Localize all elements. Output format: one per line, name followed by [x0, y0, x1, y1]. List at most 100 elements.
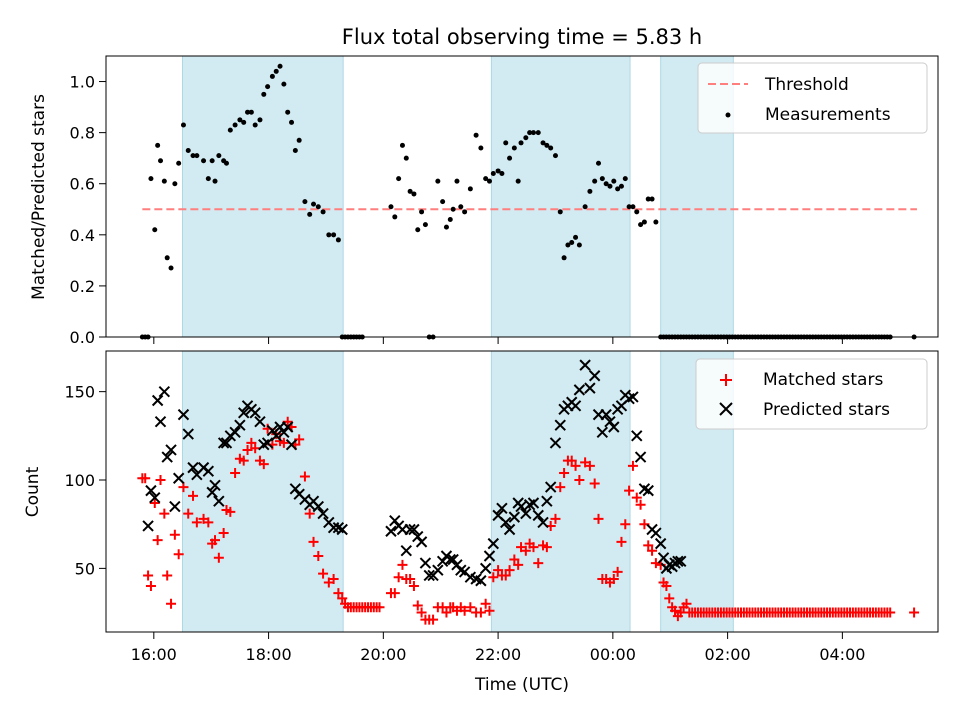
bottom-legend: Matched stars Predicted stars: [695, 358, 928, 430]
measurement-point: [161, 178, 167, 184]
matched-star-point: [328, 573, 339, 584]
measurement-point: [190, 153, 196, 159]
matched-star-point: [225, 506, 236, 517]
matched-star-point: [304, 508, 315, 519]
measurement-point: [180, 122, 186, 128]
matched-star-point: [555, 482, 566, 493]
predicted-star-point: [672, 555, 684, 568]
matched-star-point: [299, 471, 310, 482]
matched-star-point: [647, 545, 658, 556]
predicted-star-point: [584, 382, 596, 394]
measurement-point: [407, 188, 413, 194]
matched-star-point: [308, 536, 319, 547]
matched-star-point: [405, 573, 416, 584]
measurement-point: [419, 209, 425, 215]
matched-star-point: [484, 605, 495, 616]
bottom-axes-frame: [105, 350, 939, 633]
measurement-point: [227, 127, 233, 133]
predicted-star-point: [496, 502, 508, 514]
measurement-point: [422, 222, 428, 228]
predicted-star-point: [634, 451, 647, 463]
measurement-point: [292, 148, 298, 154]
predicted-star-point: [278, 426, 290, 439]
measurement-point: [507, 155, 513, 161]
matched-star-point: [250, 443, 261, 454]
matched-star-point: [643, 540, 654, 551]
top-panel: 0.0 0.2 0.4 0.6 0.8 1.0 Matched/Predicted sta…: [29, 55, 939, 347]
measurement-point: [611, 178, 617, 184]
matched-star-point: [143, 570, 154, 581]
x-tick-label: 00:00: [590, 645, 636, 664]
measurement-point: [302, 199, 308, 205]
y-tick-label: 100: [64, 471, 95, 490]
predicted-star-point: [487, 537, 500, 550]
measurement-point: [168, 265, 174, 271]
measurement-point: [396, 176, 402, 182]
matched-star-point: [218, 528, 229, 539]
measurement-point: [523, 135, 529, 141]
predicted-star-point: [675, 555, 687, 568]
x-tick-label: 18:00: [246, 645, 292, 664]
matched-star-point: [159, 508, 170, 519]
measurement-point: [326, 232, 332, 238]
predicted-star-point: [419, 557, 432, 569]
measurement-point: [194, 153, 200, 159]
measurement-point: [443, 224, 449, 230]
measurement-point: [622, 176, 628, 182]
measurement-point: [201, 158, 207, 164]
matched-star-point: [500, 570, 511, 581]
legend-predicted-swatch: [719, 402, 733, 416]
predicted-star-point: [596, 426, 609, 439]
predicted-star-point: [289, 483, 302, 495]
measurement-point: [311, 201, 317, 207]
predicted-star-point: [261, 437, 274, 449]
matched-star-point: [313, 551, 324, 562]
predicted-star-point: [220, 437, 233, 449]
matched-star-point: [513, 559, 524, 570]
predicted-star-point: [142, 520, 154, 532]
measurement-point: [615, 186, 621, 192]
matched-star-point: [620, 519, 631, 530]
bottom-y-axis-ticks: 50 100 150: [64, 383, 106, 578]
measurement-point: [540, 140, 546, 146]
measurement-point: [176, 160, 182, 166]
measurement-point: [490, 171, 496, 177]
measurement-point: [626, 204, 632, 210]
measurement-point: [548, 145, 554, 151]
matched-star-point: [584, 460, 595, 471]
measurement-point: [399, 142, 405, 148]
measurement-point: [565, 242, 571, 248]
measurement-point: [618, 183, 624, 189]
matched-star-point: [145, 581, 156, 592]
y-tick-label: 0.6: [70, 175, 95, 194]
measurement-point: [269, 73, 275, 79]
predicted-star-point: [234, 419, 246, 431]
predicted-star-point: [169, 500, 181, 513]
measurement-point: [530, 130, 536, 136]
measurement-point: [265, 84, 271, 90]
matched-star-point: [624, 485, 635, 496]
matched-star-point: [389, 588, 400, 599]
matched-star-point: [428, 614, 439, 625]
matched-star-point: [318, 568, 329, 579]
matched-star-point: [465, 602, 476, 613]
predicted-star-point: [483, 550, 496, 562]
predicted-star-point: [544, 481, 557, 493]
matched-star-point: [397, 559, 408, 570]
matched-star-point: [166, 598, 177, 609]
predicted-star-point: [515, 500, 527, 513]
predicted-star-point: [209, 479, 221, 492]
measurement-point: [561, 255, 567, 261]
matched-star-point: [528, 542, 539, 553]
measurement-point: [320, 209, 326, 215]
measurement-point: [273, 68, 279, 74]
matched-star-point: [675, 607, 686, 618]
measurement-point: [473, 132, 479, 138]
matched-star-point: [664, 593, 675, 604]
top-y-axis-ticks: 0.0 0.2 0.4 0.6 0.8 1.0: [70, 73, 106, 347]
matched-star-point: [589, 478, 600, 489]
predicted-star-point: [579, 359, 591, 371]
measurement-point: [212, 178, 218, 184]
measurement-point: [511, 145, 517, 151]
y-tick-label: 1.0: [70, 73, 95, 92]
